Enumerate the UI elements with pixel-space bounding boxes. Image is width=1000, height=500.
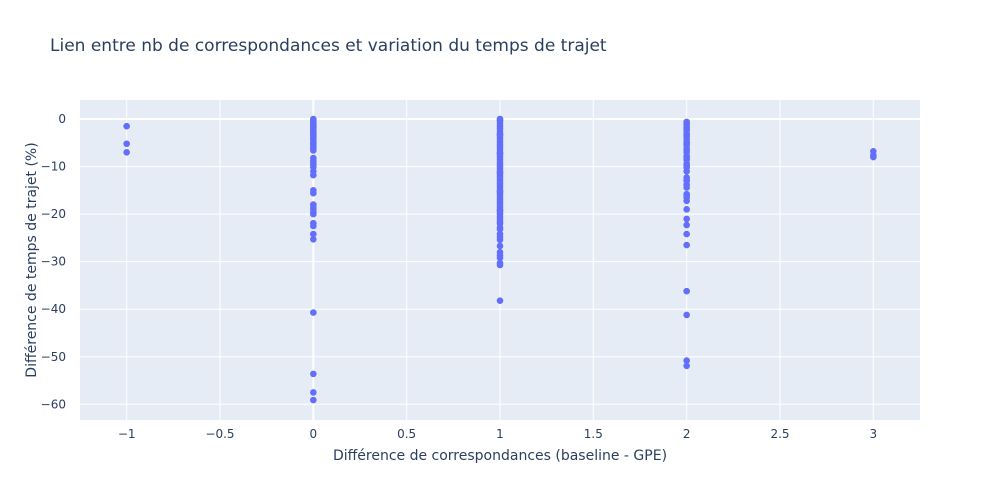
data-point (123, 122, 130, 130)
data-point (683, 221, 690, 229)
data-point (310, 222, 317, 230)
y-tick-label: −50 (41, 350, 66, 364)
data-point (310, 189, 317, 197)
y-tick-label: −20 (41, 207, 66, 221)
data-point (310, 208, 317, 216)
data-point (683, 147, 690, 154)
data-point (310, 230, 317, 238)
data-point (310, 158, 317, 166)
data-point (310, 145, 317, 152)
y-tick-label: −30 (41, 255, 66, 269)
y-tick-labels: 0 −10 −20 −30 −40 −50 −60 (41, 112, 66, 411)
x-axis-title: Différence de correspondances (baseline … (333, 448, 667, 464)
data-point (683, 197, 690, 205)
data-point (310, 140, 317, 148)
data-point (496, 242, 504, 250)
x-tick-label: 0 (310, 427, 318, 441)
data-point (683, 176, 690, 184)
data-point (310, 309, 317, 316)
data-point (310, 171, 317, 179)
data-point (496, 116, 504, 124)
y-tick-label: −40 (41, 302, 66, 316)
data-point (496, 168, 504, 176)
data-point (310, 135, 317, 143)
data-point (496, 261, 504, 269)
data-point (683, 140, 690, 148)
y-axis-title: Différence de temps de trajet (%) (24, 142, 40, 377)
data-point (496, 297, 504, 304)
data-point (496, 187, 504, 195)
x-tick-label: −0.5 (205, 427, 234, 441)
data-point (496, 254, 504, 262)
data-point (310, 370, 317, 378)
data-point (496, 226, 504, 233)
data-point (496, 236, 504, 244)
data-point (683, 168, 690, 175)
data-point (683, 215, 690, 223)
data-point (870, 153, 877, 161)
data-point (683, 311, 690, 319)
data-point (683, 131, 690, 139)
x-tick-labels: −1 −0.5 0 0.5 1 1.5 2 2.5 3 (118, 427, 877, 441)
x-tick-label: 1.5 (584, 427, 603, 441)
data-point (683, 230, 690, 238)
data-point (683, 162, 690, 169)
data-point (496, 149, 504, 157)
chart-title: Lien entre nb de correspondances et vari… (50, 36, 607, 56)
y-tick-label: −10 (41, 160, 66, 174)
data-point (683, 125, 690, 133)
x-tick-label: 0.5 (397, 427, 416, 441)
data-point (310, 389, 317, 396)
x-tick-label: −1 (118, 427, 136, 441)
data-point (683, 206, 690, 213)
data-point (310, 396, 317, 404)
data-point (123, 140, 130, 148)
data-point (683, 192, 690, 200)
data-point (683, 184, 690, 191)
x-tick-label: 2 (683, 427, 691, 441)
data-point (496, 130, 504, 138)
data-point (683, 119, 690, 127)
data-point (683, 241, 690, 249)
data-point (683, 154, 690, 162)
x-tick-label: 1 (496, 427, 504, 441)
data-point (683, 362, 690, 370)
data-point (310, 204, 317, 211)
x-tick-label: 2.5 (770, 427, 789, 441)
data-point (310, 236, 317, 243)
data-point (123, 149, 130, 156)
y-tick-label: −60 (41, 397, 66, 411)
data-points (123, 115, 877, 404)
data-point (683, 357, 690, 364)
x-tick-label: 3 (870, 427, 878, 441)
y-tick-label: 0 (58, 112, 66, 126)
data-point (683, 287, 690, 295)
data-point (496, 207, 504, 214)
